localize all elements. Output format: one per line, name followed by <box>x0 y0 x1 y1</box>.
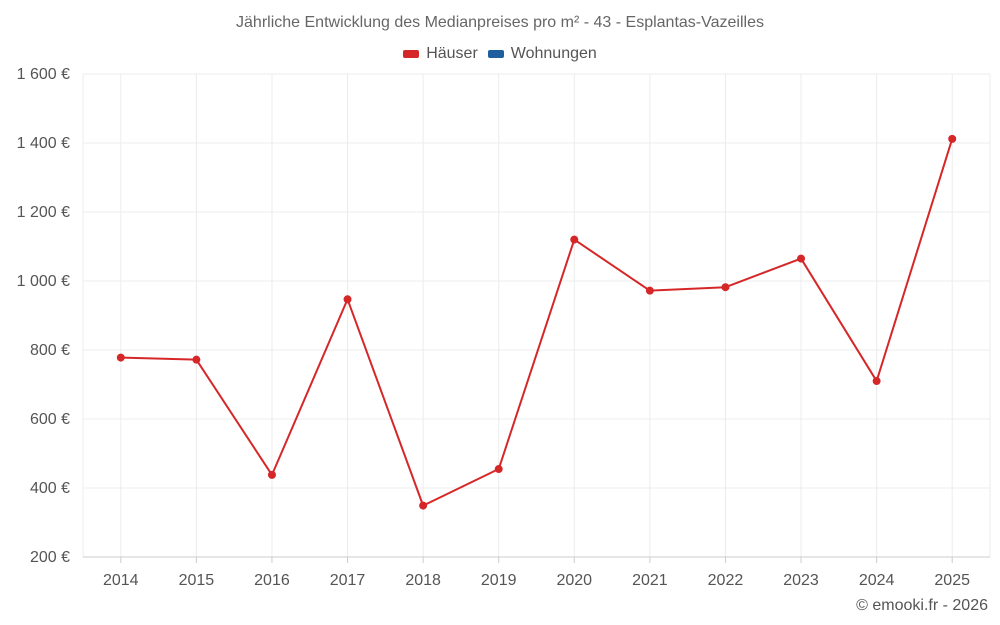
x-tick-label: 2020 <box>556 572 592 589</box>
chart-legend: Häuser Wohnungen <box>0 45 1000 63</box>
x-tick-label: 2016 <box>254 572 290 589</box>
x-tick-label: 2024 <box>859 572 895 589</box>
data-point <box>192 355 201 364</box>
series-line-haeuser <box>120 138 954 507</box>
x-tick-label: 2023 <box>783 572 819 589</box>
y-tick-label: 1 600 € <box>17 66 70 83</box>
x-tick-label: 2019 <box>481 572 517 589</box>
data-point <box>343 295 352 304</box>
legend-label-haeuser: Häuser <box>426 45 478 62</box>
x-tick-label: 2017 <box>330 572 366 589</box>
x-tick-label: 2014 <box>103 572 139 589</box>
data-point <box>419 501 428 510</box>
x-tick-label: 2025 <box>934 572 970 589</box>
data-point <box>797 254 806 263</box>
x-tick-label: 2015 <box>179 572 215 589</box>
data-point <box>872 377 881 386</box>
x-tick-label: 2018 <box>405 572 441 589</box>
legend-label-wohnungen: Wohnungen <box>510 45 597 62</box>
data-point <box>267 470 276 479</box>
legend-swatch-wohnungen <box>487 50 504 58</box>
y-tick-label: 600 € <box>30 411 70 428</box>
data-point <box>116 353 125 362</box>
chart-title: Jährliche Entwicklung des Medianpreises … <box>236 14 764 31</box>
data-point <box>645 286 654 295</box>
legend-item-haeuser[interactable]: Häuser <box>403 45 478 63</box>
y-tick-label: 1 400 € <box>17 135 70 152</box>
x-tick-label: 2021 <box>632 572 668 589</box>
x-tick-label: 2022 <box>708 572 744 589</box>
data-point <box>721 283 730 292</box>
y-tick-label: 1 200 € <box>17 204 70 221</box>
legend-item-wohnungen[interactable]: Wohnungen <box>487 45 597 63</box>
copyright-footer: © emooki.fr - 2026 <box>856 597 988 614</box>
y-tick-label: 200 € <box>30 549 70 566</box>
y-tick-label: 800 € <box>30 342 70 359</box>
y-tick-label: 400 € <box>30 480 70 497</box>
y-tick-label: 1 000 € <box>17 273 70 290</box>
data-point <box>494 465 503 474</box>
legend-swatch-haeuser <box>403 50 420 58</box>
data-point <box>948 134 957 143</box>
data-point <box>570 235 579 244</box>
